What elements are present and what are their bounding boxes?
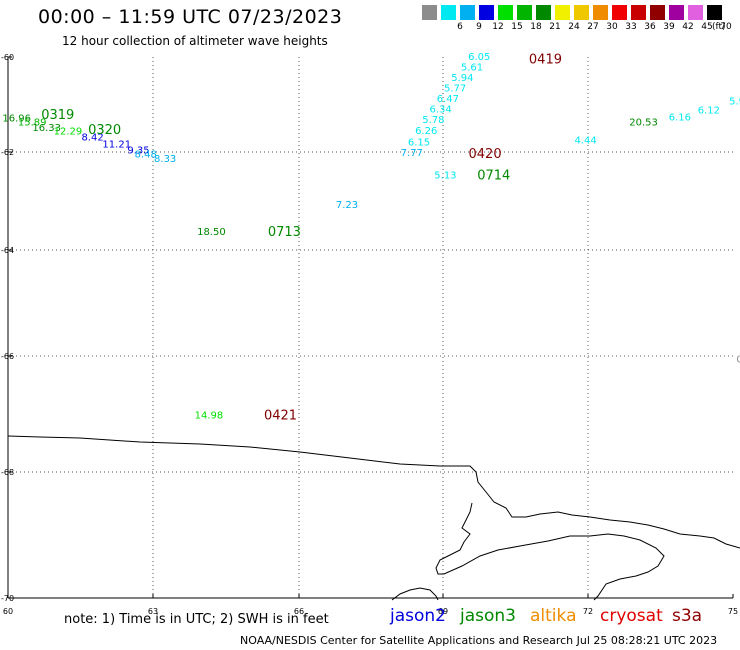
swh-value: 6.16 [669, 112, 691, 123]
satellite-jason3: jason3 [460, 606, 516, 626]
legend-swatch [707, 5, 722, 20]
legend-swatch [441, 5, 456, 20]
lat-tick-label: -62 [1, 148, 14, 157]
pass-id-label: 0713 [268, 225, 301, 240]
swh-value: 11.21 [102, 139, 131, 150]
swh-value: 15.89 [18, 118, 47, 129]
swh-value: 6.47 [437, 94, 459, 105]
satellite-jason2: jason2 [390, 606, 446, 626]
legend-swatch [536, 5, 551, 20]
lat-tick-label: -70 [1, 594, 14, 603]
graticule [7, 56, 734, 599]
legend-label: 33 [625, 22, 637, 32]
pass-id-label: 0419 [529, 52, 562, 67]
legend-swatch [498, 5, 513, 20]
satellite-altika: altika [530, 606, 577, 626]
swh-value: 6.34 [429, 104, 451, 115]
swh-value: 16.33 [32, 123, 61, 134]
legend-swatch [612, 5, 627, 20]
swh-value: 6.05 [468, 52, 490, 63]
swh-value: 12.29 [54, 127, 83, 138]
lat-tick-label: -60 [1, 53, 14, 62]
swh-value: 6.12 [698, 105, 720, 116]
legend-label: 45 [701, 22, 713, 32]
legend-swatch [517, 5, 532, 20]
lon-tick-label: 63 [148, 607, 158, 616]
swh-value: 0.59 [736, 354, 740, 365]
legend-label: 6 [457, 22, 463, 32]
swh-value: 5.61 [461, 63, 483, 74]
lat-tick-label: -68 [1, 468, 14, 477]
legend-swatch [669, 5, 684, 20]
swh-value: 8.42 [81, 132, 103, 143]
lon-tick-label: 69 [438, 607, 448, 616]
legend-label: 18 [530, 22, 542, 32]
legend-swatch [460, 5, 475, 20]
swh-value: 5.77 [444, 83, 466, 94]
legend-label: 30 [606, 22, 618, 32]
pass-labels: 03190320041904200714071307150421 [41, 52, 562, 424]
legend-swatch [555, 5, 570, 20]
legend-swatch [422, 5, 437, 20]
lon-tick-label: 75 [728, 607, 738, 616]
units-note: note: 1) Time is in UTC; 2) SWH is in fe… [64, 612, 329, 627]
swh-value: 14.98 [195, 411, 224, 422]
lat-tick-label: -64 [1, 246, 14, 255]
legend-label: 15 [511, 22, 523, 32]
ice-shelf-path [435, 502, 665, 601]
legend-label: 39 [663, 22, 675, 32]
axis-labels: 60 63 66 69 72 75 -60 -62 -64 -66 -68 -70 [1, 53, 738, 616]
swh-value: 5.96 [729, 97, 740, 108]
swh-value: 5.13 [434, 171, 456, 182]
swh-value: 18.50 [197, 227, 226, 238]
swh-value: 6.15 [408, 138, 430, 149]
swh-value: 6.26 [415, 126, 437, 137]
satellite-s3a: s3a [672, 606, 703, 626]
swh-value: 8.48 [135, 149, 157, 160]
pass-id-label: 0319 [41, 108, 74, 123]
lon-tick-label: 72 [583, 607, 593, 616]
legend-label: 36 [644, 22, 656, 32]
legend-label: 21 [549, 22, 561, 32]
legend-swatch [688, 5, 703, 20]
lon-tick-label: 66 [294, 607, 304, 616]
legend-label: 42 [682, 22, 694, 32]
swh-value: 5.94 [451, 73, 473, 84]
pass-id-label: 0421 [264, 409, 297, 424]
pass-id-label: 0320 [88, 123, 121, 138]
legend-unit: (ft) [712, 22, 726, 32]
coastline-path [7, 435, 740, 549]
map-subtitle: 12 hour collection of altimeter wave hei… [62, 34, 328, 48]
lon-tick-label: 60 [3, 607, 13, 616]
swh-value: 20.53 [629, 118, 658, 129]
legend-swatch [593, 5, 608, 20]
legend-swatch [631, 5, 646, 20]
swh-value: 9.35 [127, 146, 149, 157]
legend-label: 9 [476, 22, 482, 32]
island-path [391, 587, 439, 601]
legend-swatch [650, 5, 665, 20]
legend-label: 24 [568, 22, 580, 32]
satellite-cryosat: cryosat [600, 606, 663, 626]
legend-label: 70 [720, 22, 732, 32]
swh-value: 16.96 [2, 113, 31, 124]
credit-line: NOAA/NESDIS Center for Satellite Applica… [240, 634, 718, 647]
swh-value: 7.77 [401, 148, 423, 159]
swh-value: 5.78 [422, 115, 444, 126]
legend-label: 27 [587, 22, 599, 32]
pass-id-label: 0714 [477, 169, 510, 184]
swh-value: 4.44 [574, 136, 596, 147]
map-title: 00:00 – 11:59 UTC 07/23/2023 [38, 6, 343, 28]
swh-value: 8.33 [154, 154, 176, 165]
legend-swatch [574, 5, 589, 20]
swh-observations: 16.9615.8916.3312.298.4211.219.358.488.3… [2, 52, 740, 422]
pass-id-label: 0420 [469, 147, 502, 162]
antarctic-coastline [7, 435, 740, 601]
legend-label: 12 [492, 22, 504, 32]
lat-tick-label: -66 [1, 352, 14, 361]
legend-swatch [479, 5, 494, 20]
swh-value: 7.23 [336, 200, 358, 211]
